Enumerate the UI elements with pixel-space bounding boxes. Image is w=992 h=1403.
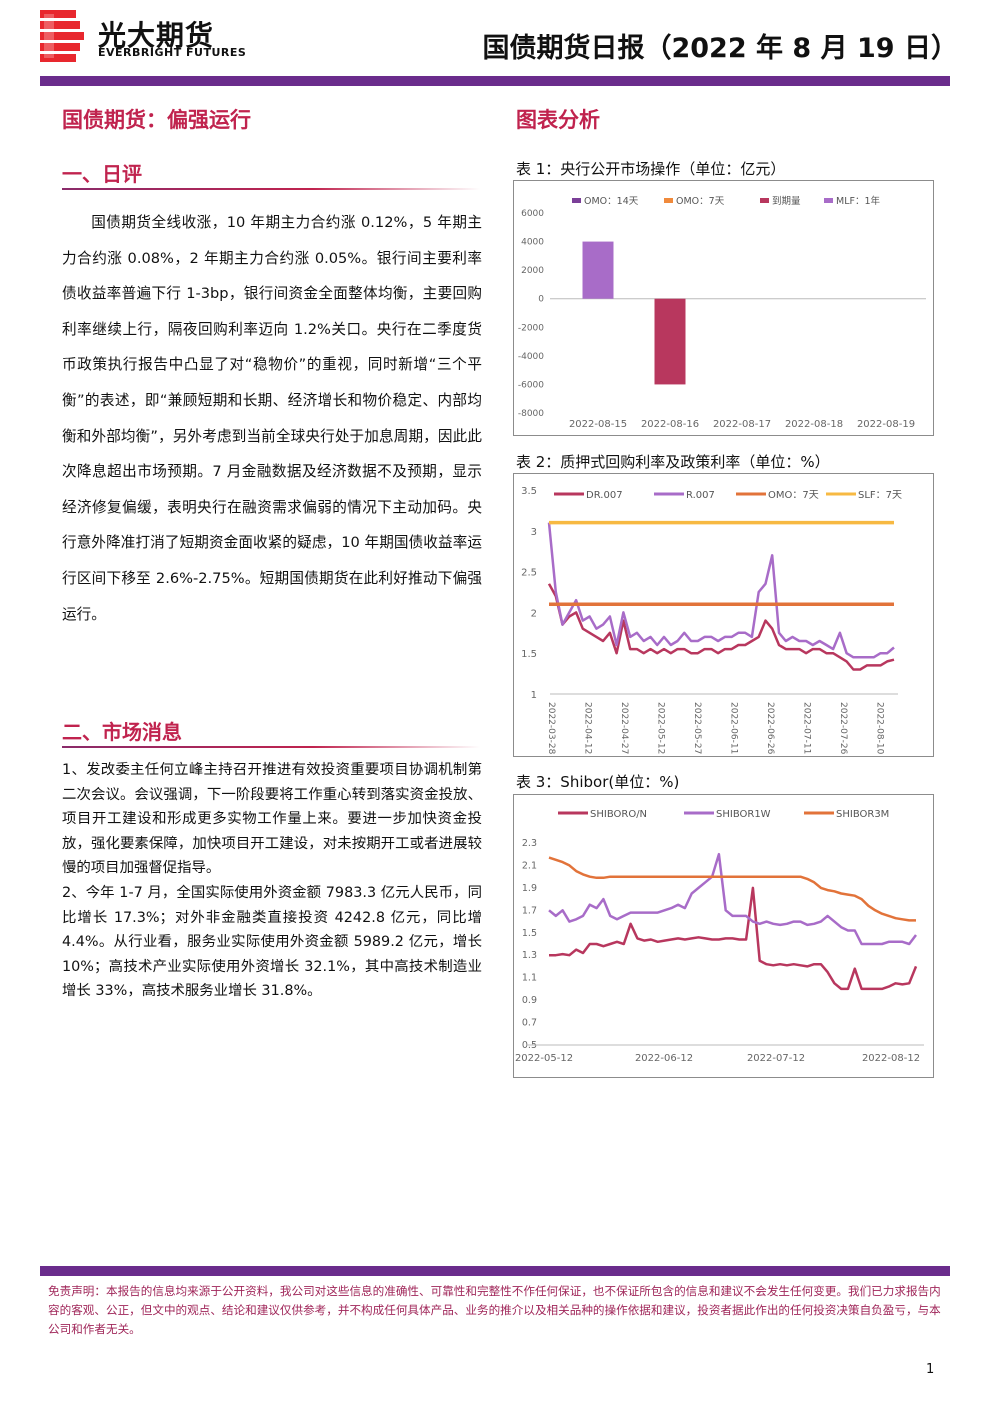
page-number: 1 bbox=[926, 1362, 935, 1377]
x-tick-label: 2022-08-15 bbox=[569, 419, 627, 430]
x-tick-label: 2022-04-12 bbox=[583, 702, 593, 754]
series-line bbox=[547, 583, 895, 671]
legend-label: SHIBOR3M bbox=[836, 809, 889, 820]
legend-label: MLF：1年 bbox=[836, 195, 880, 207]
y-tick-label: 1.7 bbox=[522, 905, 537, 916]
y-tick-label: 0.9 bbox=[522, 995, 537, 1006]
legend-label: SHIBORO/N bbox=[590, 809, 647, 820]
headline: 国债期货：偏强运行 bbox=[62, 108, 251, 132]
legend-label: SHIBOR1W bbox=[716, 809, 771, 820]
report-title: 国债期货日报（2022 年 8 月 19 日） bbox=[482, 33, 958, 64]
section-underline bbox=[62, 188, 480, 190]
news-item: 1、发改委主任何立峰主持召开推进有效投资重要项目协调机制第二次会议。会议强调，下… bbox=[62, 762, 482, 877]
y-tick-label: 2.3 bbox=[522, 838, 537, 849]
x-tick-label: 2022-08-17 bbox=[713, 419, 771, 430]
x-tick-label: 2022-07-26 bbox=[838, 702, 848, 755]
series-line bbox=[548, 852, 917, 946]
y-tick-label: 6000 bbox=[521, 209, 544, 219]
y-tick-label: 1.5 bbox=[521, 649, 537, 660]
y-tick-label: -6000 bbox=[518, 380, 544, 390]
section-title-daily: 一、日评 bbox=[62, 162, 142, 186]
x-tick-label: 2022-06-11 bbox=[729, 702, 739, 754]
chart-repo-svg: DR.007 R.007 OMO：7天 SLF：7天 3.5 3 2.5 2 1.5 1 2022-… bbox=[521, 486, 902, 755]
legend-label: DR.007 bbox=[586, 490, 623, 501]
x-tick-label: 2022-06-26 bbox=[765, 702, 775, 755]
y-tick-label: 1.5 bbox=[522, 928, 537, 939]
bar bbox=[582, 241, 614, 299]
header-divider bbox=[40, 76, 950, 86]
y-tick-label: 4000 bbox=[521, 238, 544, 248]
y-tick-label: 2.1 bbox=[522, 860, 537, 871]
legend-label: OMO：14天 bbox=[584, 196, 639, 207]
news-list: 1、发改委主任何立峰主持召开推进有效投资重要项目协调机制第二次会议。会议强调，下… bbox=[62, 758, 482, 1004]
series-line bbox=[549, 886, 918, 991]
chart-caption-1: 表 1：央行公开市场操作（单位：亿元） bbox=[516, 160, 786, 178]
chart-caption-2: 表 2：质押式回购利率及政策利率（单位：%） bbox=[516, 453, 830, 471]
y-tick-label: -2000 bbox=[518, 323, 544, 333]
y-tick-label: 3.5 bbox=[521, 486, 537, 497]
y-tick-label: 2 bbox=[531, 608, 537, 619]
chart-section-title: 图表分析 bbox=[516, 108, 600, 132]
y-tick-label: 1 bbox=[531, 690, 537, 701]
footer-divider bbox=[40, 1266, 950, 1276]
x-tick-label: 2022-08-10 bbox=[875, 702, 885, 755]
legend-swatch bbox=[824, 198, 833, 203]
y-tick-label: 2000 bbox=[521, 266, 544, 276]
legend-swatch bbox=[664, 198, 673, 203]
x-tick-label: 2022-08-12 bbox=[862, 1053, 920, 1064]
section-title-news: 二、市场消息 bbox=[62, 720, 182, 744]
y-tick-label: 1.9 bbox=[522, 883, 537, 894]
x-tick-label: 2022-08-19 bbox=[857, 419, 915, 430]
brand-name-cn: 光大期货 bbox=[98, 19, 215, 52]
x-tick-label: 2022-05-27 bbox=[692, 702, 702, 754]
chart-omo-svg: OMO：14天 OMO：7天 到期量 MLF：1年 6000 4000 2000 0 -2000… bbox=[518, 195, 926, 430]
y-tick-label: 3 bbox=[531, 527, 537, 538]
legend-label: SLF：7天 bbox=[858, 490, 902, 501]
legend-label: OMO：7天 bbox=[676, 196, 725, 207]
x-tick-label: 2022-04-27 bbox=[619, 702, 629, 754]
y-tick-label: -8000 bbox=[518, 409, 544, 419]
legend-label: 到期量 bbox=[772, 195, 801, 207]
legend-swatch bbox=[572, 198, 581, 203]
brand-name-en: EVERBRIGHT FUTURES bbox=[98, 46, 247, 59]
daily-commentary: 国债期货全线收涨，10 年期主力合约涨 0.12%，5 年期主力合约涨 0.08… bbox=[62, 214, 482, 623]
series-line bbox=[547, 522, 895, 659]
y-tick-label: 1.3 bbox=[522, 950, 537, 961]
x-tick-label: 2022-05-12 bbox=[515, 1053, 573, 1064]
x-tick-label: 2022-06-12 bbox=[635, 1053, 693, 1064]
x-tick-label: 2022-07-11 bbox=[802, 702, 812, 754]
chart-caption-3: 表 3：Shibor(单位：%) bbox=[516, 773, 680, 791]
x-tick-label: 2022-08-18 bbox=[785, 419, 843, 430]
bar bbox=[654, 298, 686, 385]
x-tick-label: 2022-03-28 bbox=[546, 702, 556, 755]
y-tick-label: 0.7 bbox=[522, 1018, 537, 1029]
section-underline bbox=[62, 746, 480, 748]
legend-swatch bbox=[760, 198, 769, 203]
series-line bbox=[548, 856, 916, 922]
y-tick-label: -4000 bbox=[518, 352, 544, 362]
y-tick-label: 2.5 bbox=[521, 568, 537, 579]
y-tick-label: 0 bbox=[538, 295, 544, 305]
y-tick-label: 1.1 bbox=[522, 973, 537, 984]
x-tick-label: 2022-05-12 bbox=[656, 702, 666, 754]
x-tick-label: 2022-08-16 bbox=[641, 419, 699, 430]
disclaimer: 免责声明：本报告的信息均来源于公开资料，我公司对这些信息的准确性、可靠性和完整性… bbox=[48, 1284, 941, 1336]
chart-shibor: SHIBORO/N SHIBOR1W SHIBOR3M 2.3 2.1 1.9 1.7 1.5… bbox=[513, 794, 934, 1078]
x-tick-label: 2022-07-12 bbox=[747, 1053, 805, 1064]
news-item: 2、今年 1-7 月，全国实际使用外资金额 7983.3 亿元人民币，同比增长 … bbox=[62, 884, 482, 1000]
chart-omo: OMO：14天 OMO：7天 到期量 MLF：1年 6000 4000 2000 0 -2000… bbox=[513, 180, 934, 436]
legend-label: OMO：7天 bbox=[768, 490, 819, 501]
legend-label: R.007 bbox=[686, 490, 715, 501]
chart-repo-rates: DR.007 R.007 OMO：7天 SLF：7天 3.5 3 2.5 2 1.5 1 2022-… bbox=[513, 473, 934, 757]
chart-shibor-svg: SHIBORO/N SHIBOR1W SHIBOR3M 2.3 2.1 1.9 1.7 1.5… bbox=[515, 809, 924, 1064]
company-logo bbox=[40, 10, 84, 62]
